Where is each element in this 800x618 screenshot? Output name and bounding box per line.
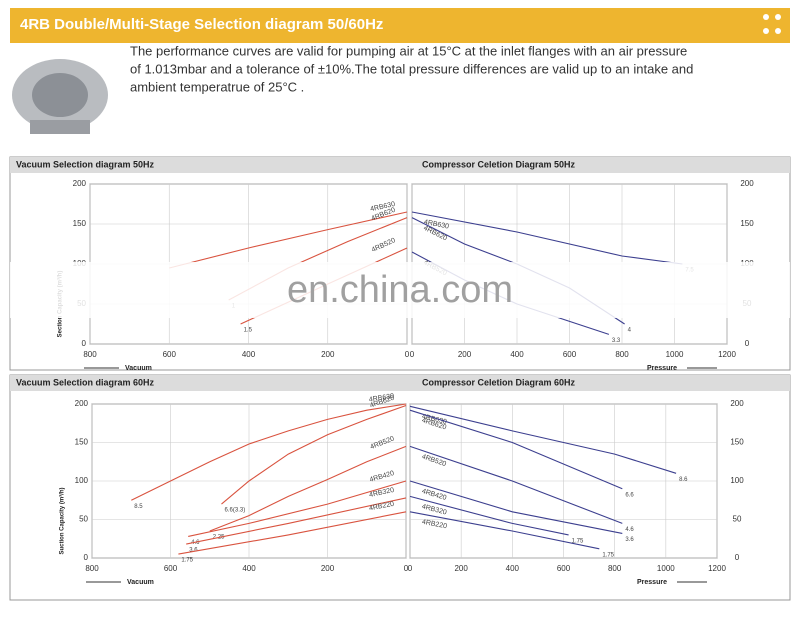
description: of 1.013mbar and a tolerance of ±10%.The… — [130, 61, 693, 76]
point-label: 8.5 — [134, 504, 143, 510]
point-label: 4.6 — [625, 527, 634, 533]
y-tick-label: 50 — [79, 515, 88, 524]
x-tick-label: 0 — [405, 350, 410, 359]
header-bar — [10, 8, 790, 43]
y-tick-label: 200 — [730, 399, 744, 408]
x-tick-label: 200 — [321, 564, 335, 573]
point-label: 1.75 — [602, 552, 614, 558]
point-label: 4.6 — [191, 540, 200, 546]
point-label: 3.3 — [612, 338, 621, 344]
series-line — [188, 480, 407, 537]
series-line — [409, 480, 623, 534]
y-tick-label: 200 — [740, 179, 754, 188]
x-tick-label: 1200 — [708, 564, 726, 573]
series-name: 4RB520 — [421, 453, 447, 468]
panel-title-bar — [10, 375, 790, 391]
point-label: 6.6 — [625, 492, 634, 498]
x-tick-label: 200 — [321, 350, 335, 359]
x-tick-label: 400 — [510, 350, 524, 359]
y-tick-label: 200 — [73, 179, 87, 188]
blower-image — [12, 59, 108, 134]
chart-title: Compressor Celetion Diagram 60Hz — [422, 377, 576, 387]
point-label: 1.75 — [181, 558, 193, 564]
y-tick-label: 100 — [730, 476, 744, 485]
x-tick-label: 1000 — [666, 350, 684, 359]
y-tick-label: 50 — [733, 515, 742, 524]
x-tick-label: 0 — [404, 564, 409, 573]
series-name: 4RB420 — [369, 470, 395, 484]
y-tick-label: 0 — [82, 339, 87, 348]
chart-title: Vacuum Selection diagram 50Hz — [16, 159, 155, 169]
header-title: 4RB Double/Multi-Stage Selection diagram… — [20, 16, 383, 33]
description: The performance curves are valid for pum… — [130, 43, 687, 58]
point-label: 3.6 — [625, 537, 634, 543]
series-line — [221, 404, 407, 505]
y-tick-label: 100 — [75, 476, 89, 485]
y-tick-label: 150 — [730, 438, 744, 447]
y-tick-label: 150 — [73, 219, 87, 228]
series-line — [411, 211, 683, 265]
watermark: en.china.com — [287, 269, 513, 311]
x-axis-label: Pressure — [637, 579, 667, 586]
x-tick-label: 800 — [615, 350, 629, 359]
x-tick-label: 600 — [164, 564, 178, 573]
series-name: 4RB320 — [369, 487, 395, 499]
series-name: 4RB630 — [369, 393, 395, 404]
series-line — [409, 511, 600, 550]
y-tick-label: 200 — [75, 399, 89, 408]
y-tick-label: 150 — [75, 438, 89, 447]
series-line — [131, 403, 407, 501]
x-tick-label: 800 — [608, 564, 622, 573]
series-line — [209, 445, 407, 532]
series-line — [409, 405, 677, 474]
series-line — [169, 211, 408, 269]
y-tick-label: 0 — [735, 553, 740, 562]
point-label: 3.6 — [189, 548, 198, 554]
description: ambient temperatrue of 25°C . — [130, 79, 304, 94]
x-axis-label: Vacuum — [127, 579, 154, 586]
x-tick-label: 200 — [454, 564, 468, 573]
x-tick-label: 1200 — [718, 350, 736, 359]
series-name: 4RB220 — [421, 519, 447, 531]
x-tick-label: 600 — [163, 350, 177, 359]
x-tick-label: 400 — [242, 350, 256, 359]
y-tick-label: 0 — [84, 553, 89, 562]
series-name: 4RB520 — [369, 435, 395, 451]
series-line — [186, 497, 407, 545]
chart-title: Compressor Celetion Diagram 50Hz — [422, 159, 576, 169]
x-axis-label: Pressure — [647, 365, 677, 372]
series-name: 4RB220 — [369, 501, 395, 513]
x-tick-label: 400 — [242, 564, 256, 573]
point-label: 1.75 — [572, 538, 584, 544]
x-tick-label: 600 — [563, 350, 577, 359]
y-tick-label: 150 — [740, 219, 754, 228]
x-tick-label: 600 — [557, 564, 571, 573]
series-name: 4RB630 — [423, 219, 449, 231]
x-tick-label: 0 — [408, 564, 413, 573]
x-tick-label: 0 — [410, 350, 415, 359]
y-tick-label: 0 — [745, 339, 750, 348]
point-label: 8.6 — [679, 477, 688, 483]
series-line — [409, 445, 623, 524]
point-label: 6.6(3.3) — [225, 508, 246, 514]
x-tick-label: 200 — [458, 350, 472, 359]
y-axis-label: Suction Capacity (m³/h) — [59, 487, 66, 554]
point-label: 4 — [628, 328, 632, 334]
chart-title: Vacuum Selection diagram 60Hz — [16, 377, 155, 387]
watermark-band — [10, 262, 790, 318]
series-line — [409, 495, 569, 536]
x-tick-label: 800 — [83, 350, 97, 359]
x-tick-label: 800 — [85, 564, 99, 573]
series-name: 4RB520 — [371, 237, 397, 254]
point-label: 1.5 — [244, 328, 253, 334]
series-line — [409, 409, 623, 490]
header-dots — [763, 14, 781, 34]
series-line — [178, 511, 407, 555]
x-tick-label: 400 — [506, 564, 520, 573]
x-axis-label: Vacuum — [125, 365, 152, 372]
panel-title-bar — [10, 157, 790, 173]
x-tick-label: 1000 — [657, 564, 675, 573]
